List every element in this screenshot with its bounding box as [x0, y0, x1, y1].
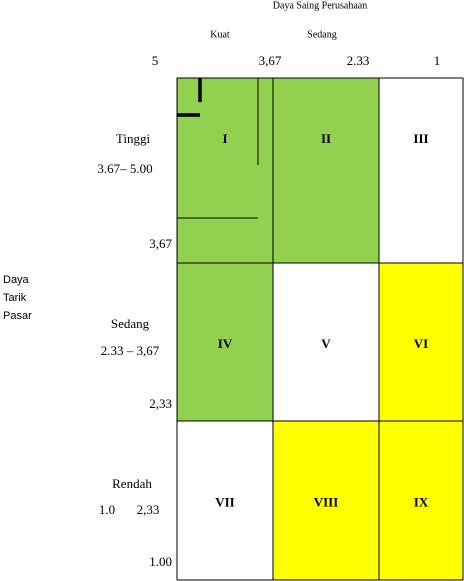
row-range: 2.33 – 3,67 [101, 343, 160, 358]
row-name: Sedang [111, 316, 150, 331]
scale-label: 5 [152, 53, 159, 68]
column-label: Sedang [307, 29, 336, 40]
row-range: 2,33 [137, 502, 160, 517]
cell-label: VI [414, 336, 428, 351]
side-title: Pasar [3, 310, 32, 322]
cell-label: III [413, 131, 428, 146]
scale-label: 3,67 [259, 53, 282, 68]
side-title: Daya [3, 274, 30, 286]
cell [378, 420, 464, 581]
title: Daya Saing Perusahaan [273, 0, 367, 11]
cell [176, 77, 274, 264]
row-name: Rendah [112, 476, 152, 491]
column-label: Kuat [210, 29, 230, 40]
cell-label: VII [215, 494, 235, 509]
cell [272, 77, 380, 264]
scale-label: 2.33 [347, 53, 370, 68]
cell-label: VIII [314, 494, 339, 509]
cell-label: IV [218, 336, 233, 351]
row-range: 3.67– 5.00 [97, 161, 152, 176]
cell [378, 77, 464, 264]
cell-label: V [321, 336, 331, 351]
cell [176, 262, 274, 422]
row-bound: 2,33 [149, 396, 172, 411]
row-name: Tinggi [116, 131, 151, 146]
row-bound: 1.00 [149, 554, 172, 569]
cell [176, 420, 274, 581]
scale-label: 1 [434, 53, 441, 68]
cell [272, 420, 380, 581]
row-range: 1.0 [99, 502, 115, 517]
cell-label: I [222, 131, 227, 146]
stray-lines [177, 78, 259, 219]
cell [272, 262, 380, 422]
row-bound: 3,67 [149, 236, 172, 251]
cell-label: IX [414, 494, 429, 509]
side-title: Tarik [3, 292, 27, 304]
cell-label: II [321, 131, 331, 146]
cell [378, 262, 464, 422]
